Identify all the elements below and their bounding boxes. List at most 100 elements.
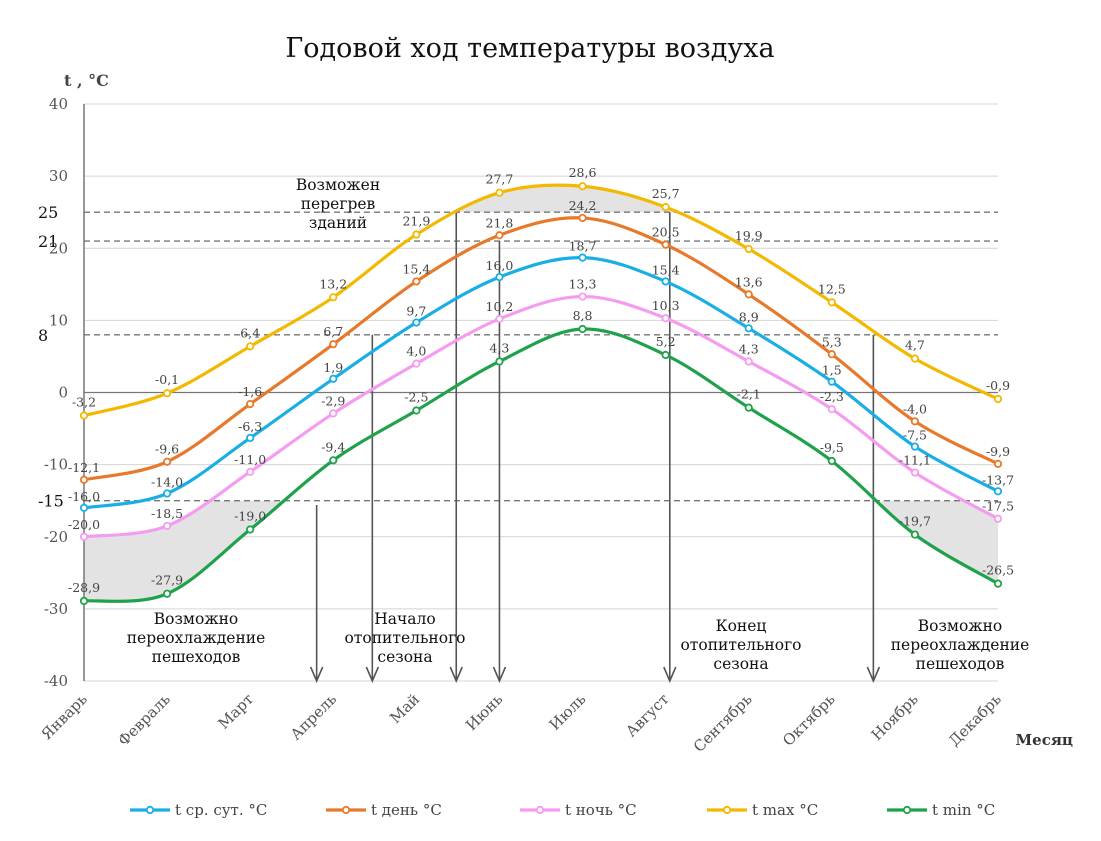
data-label: -0,9 [986,378,1010,393]
cold-zone-right [881,500,998,584]
data-point [162,457,172,466]
data-label: 15,4 [402,261,430,276]
series-line [82,294,1000,539]
legend: t ср. сут. °C t день °C t ночь °C t max °C t… [130,801,995,819]
data-point [827,404,836,414]
y-tick-label: 20 [49,239,68,257]
data-label: 8,8 [573,308,593,323]
arrow-heat-end [866,334,881,684]
data-point [79,532,89,541]
data-label: 12,5 [818,281,846,296]
data-point [162,489,172,498]
data-point [329,409,338,418]
y-tick-label: 40 [49,95,68,113]
legend-marker [902,805,912,815]
data-label: 13,6 [735,274,763,289]
data-point [495,272,504,282]
data-point [993,487,1003,496]
annotation-line: сезона [377,648,432,666]
data-label: 10,3 [652,298,680,313]
data-label: 6,4 [240,325,260,340]
y-tick-label: -30 [44,600,68,618]
data-point [412,318,421,327]
legend-item: t min °C [887,801,995,819]
data-point [744,290,753,299]
data-label: -0,1 [155,372,179,387]
data-point [910,417,920,426]
data-point [993,459,1003,469]
legend-label: t день °C [371,801,442,819]
data-point [827,377,836,386]
data-label: -19,0 [234,509,266,524]
x-tick-label: Август [622,690,672,740]
y-tick-label: 30 [49,167,68,185]
annotation-cold-right: Возможно переохлаждение пешеходов [891,617,1030,673]
arrow-cold-left [309,505,324,684]
legend-label: t ночь °C [565,801,637,819]
reference-label: 21 [38,232,58,251]
data-label: 20,5 [652,225,680,240]
annotation-line: пешеходов [152,648,241,666]
data-point [661,314,670,323]
data-point [578,213,587,223]
data-point [329,374,338,383]
data-label: 25,7 [652,186,680,201]
series-3: -3,2 -0,1 6,4 13,2 21,9 27,7 28,6 25,7 19,9 12,5 4… [72,165,1010,420]
x-tick-label: Май [386,690,423,727]
data-point [79,503,89,512]
annotation-overheat: Возможен перегрев зданий [296,176,380,232]
data-label: 4,3 [739,341,759,356]
data-point [661,277,670,286]
data-label: 5,3 [822,334,842,349]
x-tick-label: Октябрь [779,690,839,750]
data-point [993,514,1003,523]
y-tick-label: 0 [58,384,68,402]
arrow-head [492,666,507,684]
arrow-head [365,666,380,684]
data-label: 4,0 [406,344,426,359]
data-label: 28,6 [569,165,597,180]
series-1: -12,1 -9,6 -1,6 6,7 15,4 21,8 24,2 20,5 13,6 5,3 -… [68,198,1010,484]
legend-label: t min °C [932,801,995,819]
x-tick-label: Сентябрь [690,690,756,756]
data-point [495,188,504,197]
arrow-head [866,666,881,684]
data-label: 27,7 [486,172,514,187]
data-point [661,350,670,360]
arrow-head [309,666,324,684]
annotation-line: перегрев [301,195,376,213]
series-0: -16,0 -14,0 -6,3 1,9 9,7 16,0 18,7 15,4 8,9 1,5 -7… [68,239,1014,512]
annotation-line: Возможен [296,176,380,194]
data-label: -19,7 [899,514,931,529]
data-label: -17,5 [982,499,1014,514]
data-label: 24,2 [569,198,597,213]
arrow-overheat-start [449,212,463,684]
data-point [495,357,504,366]
annotation-arrows [309,212,881,684]
data-point [412,230,421,239]
data-point [329,340,338,349]
data-point [412,277,421,286]
x-tick-label: Январь [38,690,91,743]
annotation-line: отопительного [344,629,465,647]
data-point [827,350,836,359]
reference-label: 8 [38,326,48,345]
data-point [162,389,172,398]
data-point [246,399,255,409]
data-label: -11,0 [234,452,266,467]
x-axis-label: Месяц [1016,731,1073,749]
data-label: 5,2 [656,334,676,349]
data-label: -11,1 [899,453,931,468]
data-point [79,411,89,420]
data-label: -4,0 [903,401,927,416]
data-label: -9,4 [321,439,345,454]
x-tick-label: Февраль [115,690,174,749]
y-tick-label: -10 [44,456,68,474]
data-label: -12,1 [68,460,100,475]
legend-marker [535,805,545,815]
series-line [82,327,1000,603]
data-point [661,240,670,249]
annotation-cold-left: Возможно переохлаждение пешеходов [127,610,266,666]
data-label: 18,7 [569,239,597,254]
